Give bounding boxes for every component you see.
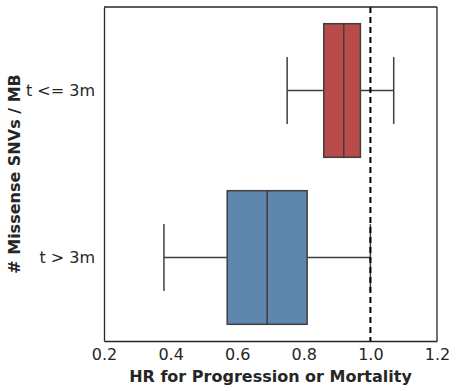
chart: 0.2 0.4 0.6 0.8 1.0 1.2 t <= 3m t > 3m HR for Pr…	[0, 0, 458, 391]
whisker	[287, 90, 324, 92]
whisker-cap	[393, 57, 395, 124]
x-tick: 0.6	[225, 341, 250, 364]
whisker	[360, 90, 393, 92]
box	[324, 24, 361, 158]
x-tick-label: 1.0	[358, 345, 383, 364]
frame	[104, 6, 437, 7]
y-tick-label: t <= 3m	[26, 81, 95, 100]
x-tick: 1.2	[425, 341, 450, 364]
box	[227, 191, 307, 325]
whisker-cap	[163, 224, 165, 291]
x-axis-line	[105, 341, 438, 342]
box-group	[287, 24, 394, 158]
frame	[436, 7, 437, 341]
x-tick: 0.4	[158, 341, 183, 364]
x-axis: 0.2 0.4 0.6 0.8 1.0 1.2	[92, 341, 450, 364]
reference-line	[369, 7, 371, 341]
whisker-cap	[286, 57, 288, 124]
x-axis-title: HR for Progression or Mortality	[129, 367, 412, 386]
x-tick-label: 1.2	[425, 345, 450, 364]
box-group	[164, 191, 370, 325]
y-tick-label: t > 3m	[39, 248, 95, 267]
x-tick: 0.8	[292, 341, 317, 364]
x-tick: 0.2	[92, 341, 117, 364]
median	[266, 191, 268, 325]
x-tick-label: 0.6	[225, 345, 250, 364]
y-axis-line	[104, 8, 105, 342]
x-tick-label: 0.2	[92, 345, 117, 364]
y-tick: t <= 3m	[26, 81, 104, 100]
whisker	[307, 257, 370, 259]
y-axis-title: # Missense SNVs / MB	[5, 74, 24, 274]
x-tick-label: 0.4	[158, 345, 183, 364]
y-axis: t <= 3m t > 3m	[26, 8, 105, 342]
median	[343, 24, 345, 158]
whisker	[164, 257, 227, 259]
y-tick: t > 3m	[39, 248, 104, 267]
x-tick: 1.0	[358, 341, 383, 364]
plot-area	[164, 7, 394, 341]
x-tick-label: 0.8	[292, 345, 317, 364]
